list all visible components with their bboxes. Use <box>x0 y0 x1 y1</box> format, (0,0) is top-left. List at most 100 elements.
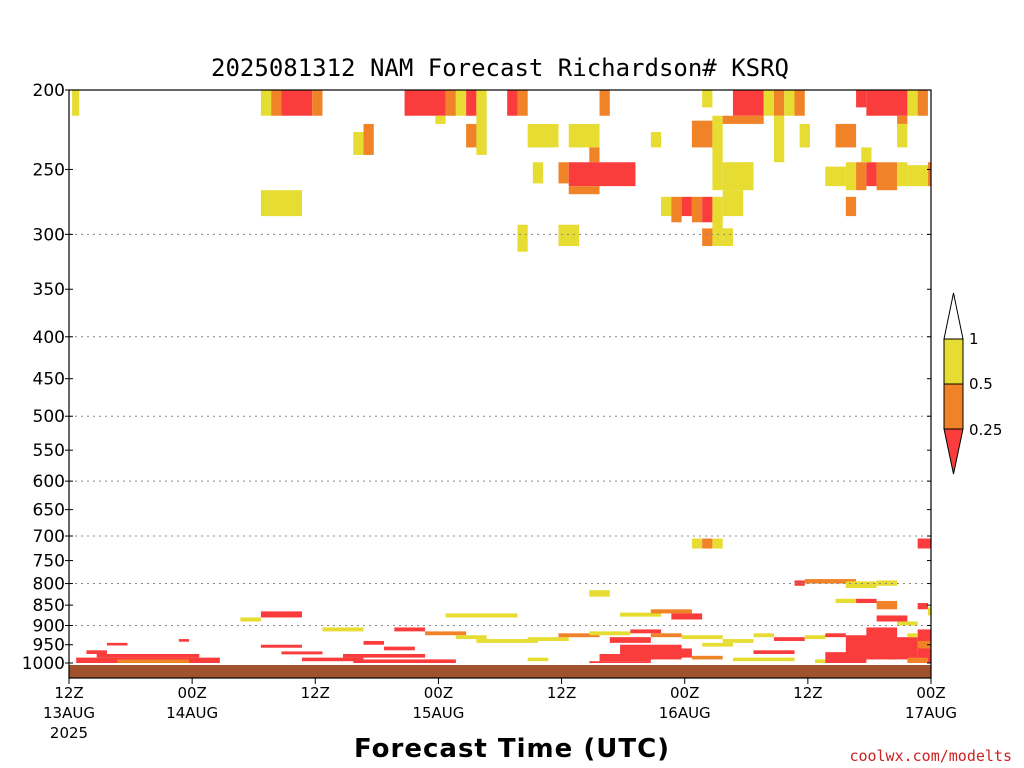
heatmap-cell <box>312 90 323 116</box>
ground-layer <box>69 665 931 678</box>
heatmap-cell <box>568 186 600 195</box>
y-tick-label: 350 <box>33 280 65 300</box>
legend-box-yellow <box>943 338 964 385</box>
heatmap-cell <box>917 90 928 116</box>
heatmap-cell <box>363 123 374 155</box>
x-axis-ticks: 12Z 13AUG 2025 00Z 14AUG 12Z 00Z 15AUG 12Z 00Z 16A… <box>43 678 957 742</box>
heatmap-cell <box>722 228 733 247</box>
heatmap-cell <box>773 637 805 641</box>
y-tick-label: 450 <box>33 370 65 390</box>
heatmap-cell <box>681 635 723 640</box>
y-tick-label: 750 <box>33 552 65 572</box>
heatmap-cell <box>558 633 600 638</box>
heatmap-cell <box>507 90 518 116</box>
legend-label: 0.5 <box>969 375 993 393</box>
heatmap-cell <box>743 162 754 177</box>
heatmap-cell <box>117 659 190 663</box>
heatmap-cell <box>784 90 795 116</box>
heatmap-cell <box>650 131 662 148</box>
heatmap-cell <box>271 90 282 116</box>
heatmap-cell <box>558 162 569 184</box>
heatmap-cell <box>907 90 918 116</box>
heatmap-cell <box>856 162 867 191</box>
heatmap-cell <box>260 190 302 217</box>
heatmap-cell <box>866 90 908 116</box>
heatmap-cell <box>763 90 774 116</box>
heatmap-cell <box>281 651 323 655</box>
heatmap-cell <box>907 657 928 663</box>
heatmap-cell <box>260 611 302 618</box>
heatmap-cell <box>353 131 364 155</box>
heatmap-cell <box>589 590 610 597</box>
heatmap-cell <box>445 90 456 116</box>
heatmap-cell <box>825 166 846 187</box>
heatmap-cell <box>281 90 313 116</box>
heatmap-cell <box>353 659 446 663</box>
heatmap-cell <box>897 621 918 626</box>
x-tick-date: 16AUG <box>659 704 711 722</box>
heatmap-cell <box>897 162 908 187</box>
y-tick-label: 800 <box>33 575 65 595</box>
heatmap-cell <box>799 123 810 148</box>
heatmap-cell <box>917 640 931 649</box>
heatmap-cell <box>301 657 364 662</box>
heatmap-cell <box>876 600 898 610</box>
heatmap-cell <box>517 224 528 252</box>
heatmap-cell <box>691 120 713 148</box>
heatmap-cell <box>260 644 302 648</box>
y-tick-label: 200 <box>33 81 65 101</box>
heatmap-cell <box>240 617 261 622</box>
x-tick-year: 2025 <box>50 724 88 742</box>
legend-box-orange <box>943 383 964 430</box>
heatmap-cell <box>753 650 795 654</box>
y-tick-label: 250 <box>33 160 65 180</box>
x-tick-time: 00Z <box>916 684 945 702</box>
heatmap-cell <box>897 115 908 124</box>
heatmap-cell <box>425 631 467 636</box>
gridlines <box>69 233 931 626</box>
heatmap-cell <box>856 90 867 108</box>
heatmap-cells <box>72 90 931 663</box>
heatmap-cell <box>96 653 200 658</box>
heatmap-cell <box>322 627 364 632</box>
y-tick-label: 400 <box>33 328 65 348</box>
heatmap-cell <box>845 162 857 191</box>
heatmap-cell <box>425 659 456 663</box>
y-tick-label: 550 <box>33 441 65 461</box>
heatmap-cell <box>691 655 723 660</box>
heatmap-cell <box>106 642 128 646</box>
heatmap-cell <box>732 90 764 116</box>
y-tick-label: 1000 <box>22 654 65 674</box>
heatmap-cell <box>702 90 713 108</box>
color-legend: 1 0.5 0.25 <box>943 292 1002 475</box>
heatmap-cell <box>342 653 426 658</box>
heatmap-cell <box>681 196 692 217</box>
heatmap-cell <box>650 633 682 638</box>
heatmap-cell <box>589 631 631 636</box>
heatmap-cell <box>876 162 898 191</box>
heatmap-cell <box>794 90 805 116</box>
heatmap-cell <box>568 162 636 187</box>
heatmap-cell <box>702 196 713 223</box>
heatmap-cell <box>527 637 569 641</box>
heatmap-cell <box>927 162 931 187</box>
x-tick-time: 00Z <box>177 684 206 702</box>
y-tick-label: 900 <box>33 616 65 636</box>
heatmap-cell <box>455 90 467 116</box>
heatmap-cell <box>671 613 703 620</box>
y-tick-label: 950 <box>33 636 65 656</box>
heatmap-cell <box>527 657 549 662</box>
heatmap-cell <box>394 627 426 632</box>
heatmap-cell <box>804 635 826 640</box>
heatmap-cell <box>722 162 733 191</box>
heatmap-cell <box>476 639 538 643</box>
heatmap-cell <box>384 646 415 651</box>
x-tick-date: 13AUG <box>43 704 95 722</box>
heatmap-cell <box>845 196 857 217</box>
heatmap-cell <box>907 165 928 187</box>
y-axis-ticks: 200 250 300 350 400 450 500 550 600 650 700 750 8008… <box>22 81 931 674</box>
heatmap-cell <box>671 196 682 223</box>
heatmap-cell <box>722 190 744 217</box>
heatmap-cell <box>620 612 662 617</box>
